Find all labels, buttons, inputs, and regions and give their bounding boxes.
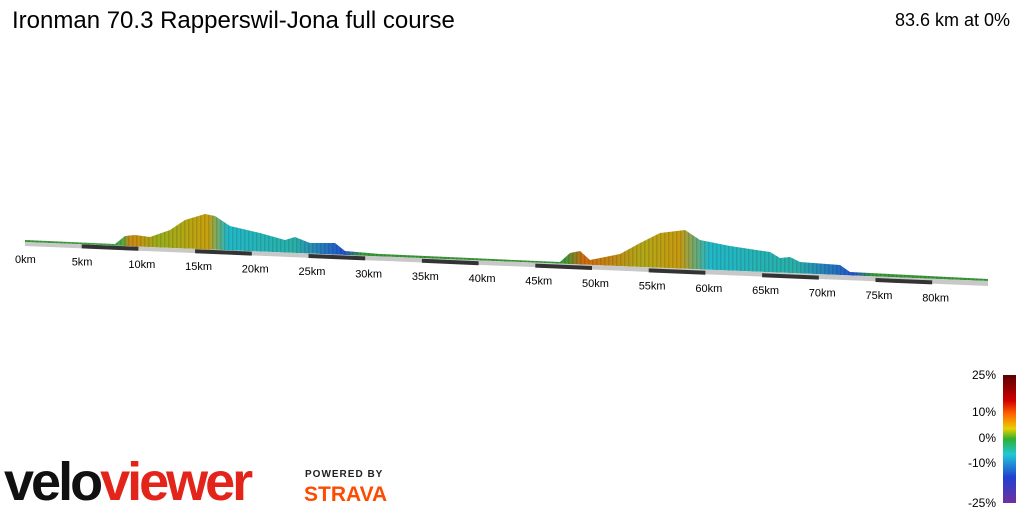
title: Ironman 70.3 Rapperswil-Jona full course: [12, 7, 455, 34]
base-segment: [535, 263, 592, 270]
distance-label: 45km: [525, 276, 552, 288]
distance-label: 60km: [695, 283, 722, 295]
base-segment: [81, 244, 139, 251]
distance-label: 0km: [15, 254, 36, 266]
distance-label: 50km: [582, 278, 609, 290]
base-segment: [762, 273, 819, 280]
logo-second: viewer: [100, 452, 253, 512]
base-segment: [648, 268, 706, 275]
legend-label: -25%: [968, 496, 996, 510]
distance-label: 10km: [128, 259, 155, 271]
base-segment: [875, 278, 933, 285]
gradient-bar: [1003, 375, 1016, 503]
distance-label: 30km: [355, 268, 382, 280]
logo: veloviewer: [4, 452, 253, 512]
distance-label: 25km: [299, 266, 326, 278]
distance-label: 15km: [185, 261, 212, 273]
distance-label: 40km: [469, 273, 496, 285]
legend-label: 25%: [972, 368, 996, 382]
legend-label: 10%: [972, 405, 996, 419]
distance-axis: 0km 5km 10km 15km 20km 25km 30km 35km 40km 45km 50…: [15, 254, 949, 304]
logo-first: velo: [4, 452, 101, 512]
strava: STRAVA: [304, 483, 387, 506]
distance-label: 20km: [242, 264, 269, 276]
distance-label: 80km: [922, 292, 949, 304]
legend-label: -10%: [968, 456, 996, 470]
distance-label: 5km: [72, 256, 93, 268]
distance-label: 55km: [639, 280, 666, 292]
gradient-legend: 25% 10% 0% -10% -25%: [968, 368, 996, 510]
distance-label: 75km: [866, 290, 893, 302]
powered-by: POWERED BY: [305, 469, 383, 480]
profile-base: [25, 242, 988, 286]
distance-label: 65km: [752, 285, 779, 297]
base-segment: [421, 258, 479, 266]
legend-label: 0%: [979, 431, 997, 445]
elevation-profile: [25, 214, 988, 286]
distance-label: 70km: [809, 288, 836, 300]
profile-stripes: [25, 214, 988, 281]
base-segment: [195, 249, 252, 256]
base-segment: [308, 254, 366, 261]
distance-label: 35km: [412, 271, 439, 283]
summary: 83.6 km at 0%: [895, 10, 1010, 30]
